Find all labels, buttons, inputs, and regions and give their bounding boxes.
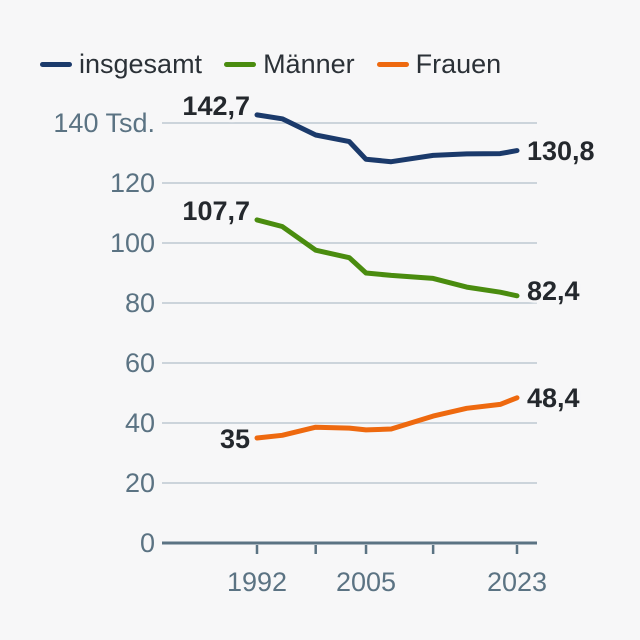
legend: insgesamt Männer Frauen <box>40 50 501 78</box>
legend-label-frauen: Frauen <box>415 48 502 79</box>
y-axis-label-80: 80 <box>124 288 155 318</box>
legend-item-insgesamt[interactable]: insgesamt <box>40 48 203 79</box>
x-axis-label-2005: 2005 <box>335 567 397 597</box>
series-line-Frauen <box>254 395 520 441</box>
y-axis-label-100: 100 <box>109 228 155 258</box>
y-axis-label-140: 140 Tsd. <box>53 108 155 138</box>
value-label-end-Männer: 82,4 <box>526 275 580 306</box>
x-axis-label-1992: 1992 <box>226 567 288 597</box>
y-axis-label-120: 120 <box>109 168 155 198</box>
value-label-end-insgesamt: 130,8 <box>526 135 595 166</box>
legend-label-insgesamt: insgesamt <box>79 48 203 79</box>
y-axis-label-0: 0 <box>139 528 155 558</box>
x-axis-label-2023: 2023 <box>486 567 548 597</box>
series-line-insgesamt <box>254 112 520 165</box>
legend-item-frauen[interactable]: Frauen <box>376 48 502 79</box>
legend-line-swatch-frauen <box>376 61 409 67</box>
series-line-Männer <box>254 217 520 299</box>
legend-label-maenner: Männer <box>263 48 355 79</box>
legend-line-swatch-maenner <box>224 61 257 67</box>
y-axis-label-40: 40 <box>124 408 155 438</box>
y-axis-label-20: 20 <box>124 468 155 498</box>
value-label-end-Frauen: 48,4 <box>526 382 580 413</box>
legend-line-swatch-insgesamt <box>40 61 72 67</box>
value-label-start-insgesamt: 142,7 <box>182 90 250 121</box>
y-axis-label-60: 60 <box>124 348 155 378</box>
value-label-start-Frauen: 35 <box>219 424 250 454</box>
value-label-start-Männer: 107,7 <box>182 195 250 226</box>
legend-item-maenner[interactable]: Männer <box>224 48 355 79</box>
